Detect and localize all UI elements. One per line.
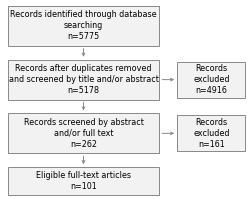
Text: Records screened by abstract: Records screened by abstract — [23, 118, 143, 127]
Text: n=262: n=262 — [70, 140, 97, 149]
Text: Records after duplicates removed: Records after duplicates removed — [15, 64, 151, 73]
Text: excluded: excluded — [192, 129, 229, 138]
Text: and/or full text: and/or full text — [53, 129, 113, 138]
Text: and screened by title and/or abstract: and screened by title and/or abstract — [9, 75, 158, 84]
Bar — [176, 115, 244, 151]
Text: n=5775: n=5775 — [67, 32, 99, 41]
Text: n=4916: n=4916 — [195, 86, 226, 95]
Bar — [8, 60, 159, 100]
Text: n=161: n=161 — [197, 140, 224, 149]
Bar — [8, 167, 159, 195]
Bar — [176, 62, 244, 98]
Text: n=101: n=101 — [70, 182, 97, 191]
Text: Records identified through database: Records identified through database — [10, 10, 156, 20]
Text: Eligible full-text articles: Eligible full-text articles — [36, 171, 131, 180]
Text: Records: Records — [195, 118, 226, 127]
Text: n=5178: n=5178 — [67, 86, 99, 95]
Text: Records: Records — [195, 64, 226, 73]
Text: searching: searching — [64, 21, 103, 30]
Bar — [8, 6, 159, 46]
Bar — [8, 113, 159, 153]
Text: excluded: excluded — [192, 75, 229, 84]
